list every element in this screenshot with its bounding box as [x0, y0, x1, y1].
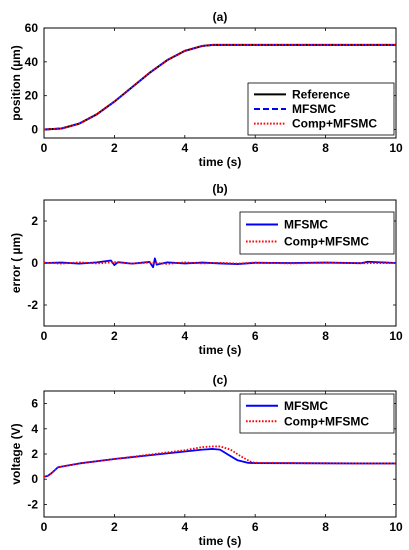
series-group — [44, 445, 396, 478]
y-axis-label: position (µm) — [9, 45, 23, 121]
x-tick-label: 4 — [181, 520, 188, 534]
x-tick-label: 2 — [111, 141, 118, 155]
legend-box — [239, 393, 395, 434]
y-tick-label: 60 — [25, 21, 39, 35]
legend-label: MFSMC — [284, 399, 328, 413]
y-tick-label: 0 — [31, 256, 38, 270]
legend-label: Comp+MFSMC — [284, 414, 369, 428]
panel-label: (b) — [212, 182, 227, 196]
x-tick-label: 2 — [111, 520, 118, 534]
panel-label: (c) — [213, 373, 228, 387]
x-tick-label: 10 — [389, 329, 403, 343]
y-tick-label: 40 — [25, 55, 39, 69]
y-tick-label: 2 — [31, 447, 38, 461]
legend-label: Reference — [292, 87, 350, 101]
x-tick-label: 6 — [252, 329, 259, 343]
legend-box — [247, 82, 395, 136]
x-tick-label: 4 — [181, 329, 188, 343]
panel-2: (b) 0 2 4 6 8 10 -2 0 2 time (s) error ( µm) MFSMC Co… — [9, 182, 403, 357]
x-tick-label: 10 — [389, 520, 403, 534]
x-tick-label: 8 — [322, 520, 329, 534]
x-tick-label: 8 — [322, 141, 329, 155]
x-axis-label: time (s) — [199, 343, 242, 357]
x-tick-label: 6 — [252, 141, 259, 155]
series-group — [44, 257, 396, 269]
x-tick-label: 0 — [41, 141, 48, 155]
x-tick-label: 2 — [111, 329, 118, 343]
panel-label: (a) — [213, 10, 228, 24]
panel-1: (a) 0 2 4 6 8 10 0 20 40 60 time (s) position (µm) Re… — [9, 10, 403, 169]
y-tick-label: -2 — [27, 497, 38, 511]
y-tick-label: 0 — [31, 123, 38, 137]
y-tick-label: 4 — [31, 422, 38, 436]
series-line-mfsmc — [44, 257, 396, 269]
legend-box — [239, 211, 395, 255]
x-tick-label: 0 — [41, 329, 48, 343]
series-line-comp-mfsmc — [44, 44, 396, 131]
series-line-comp-mfsmc — [44, 261, 396, 265]
x-axis-label: time (s) — [199, 155, 242, 169]
x-tick-label: 6 — [252, 520, 259, 534]
legend-label: MFSMC — [284, 218, 328, 232]
x-tick-label: 10 — [389, 141, 403, 155]
legend: MFSMC Comp+MFSMC — [239, 211, 395, 255]
x-axis-label: time (s) — [199, 534, 242, 548]
legend-label: Comp+MFSMC — [284, 235, 369, 249]
y-tick-label: -2 — [27, 298, 38, 312]
x-tick-label: 4 — [181, 141, 188, 155]
legend-label: Comp+MFSMC — [292, 117, 377, 131]
x-tick-label: 8 — [322, 329, 329, 343]
legend-label: MFSMC — [292, 102, 336, 116]
series-line-comp-mfsmc — [44, 445, 396, 478]
x-tick-label: 0 — [41, 520, 48, 534]
series-group — [44, 43, 396, 131]
y-axis-label: error ( µm) — [9, 233, 23, 293]
y-axis-label: voltage (V) — [9, 423, 23, 484]
y-tick-label: 2 — [31, 214, 38, 228]
y-tick-label: 20 — [25, 89, 39, 103]
y-tick-label: 6 — [31, 397, 38, 411]
y-tick-label: 0 — [31, 472, 38, 486]
